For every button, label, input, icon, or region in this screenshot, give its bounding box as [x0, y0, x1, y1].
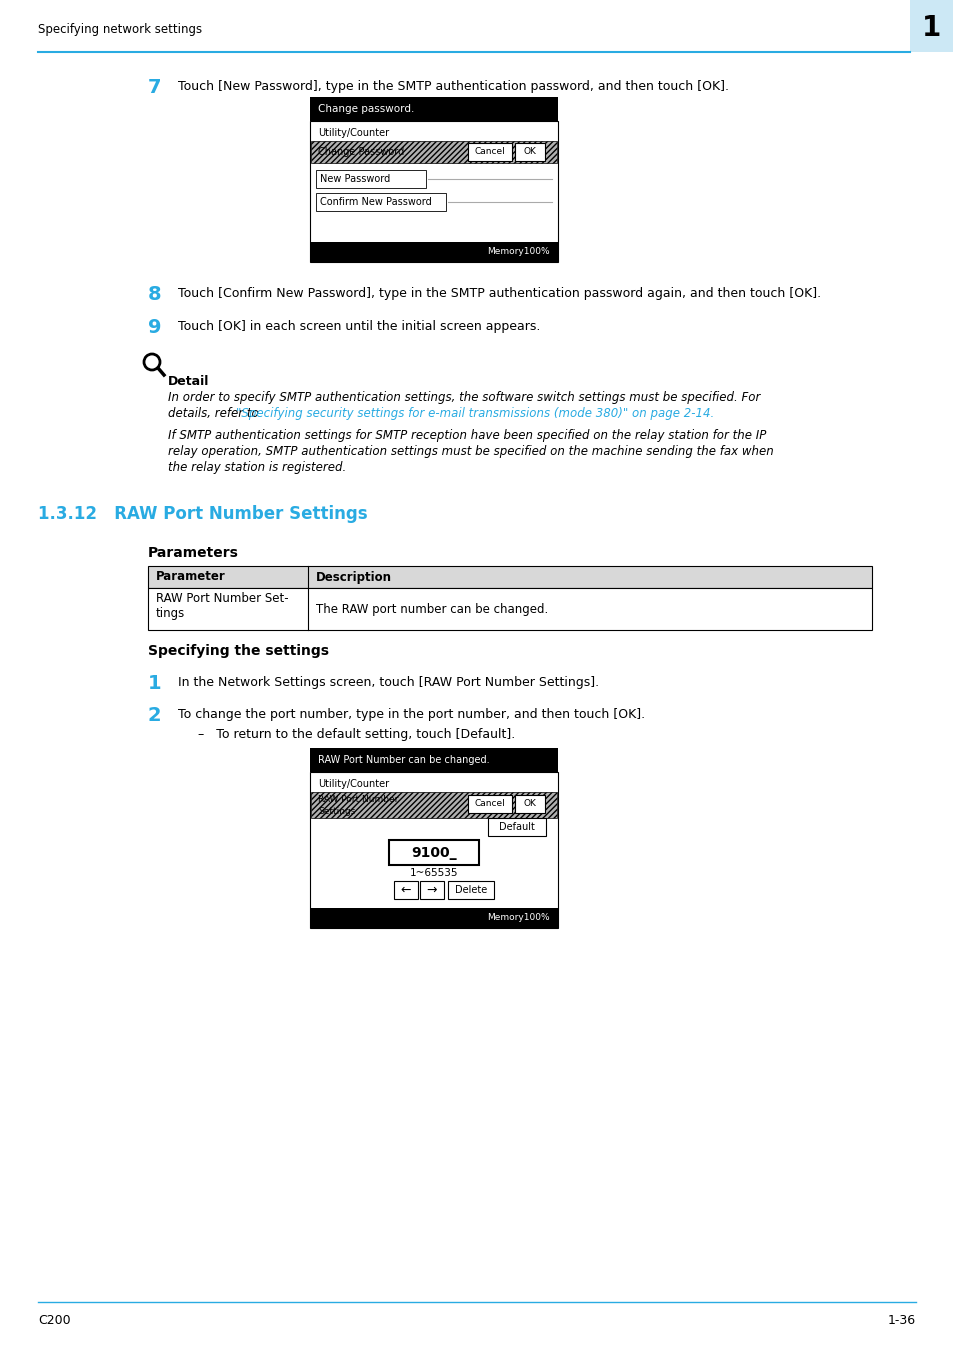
- Bar: [148, 589, 871, 630]
- Bar: [311, 140, 557, 163]
- Text: Parameters: Parameters: [148, 545, 238, 560]
- Text: In order to specify SMTP authentication settings, the software switch settings m: In order to specify SMTP authentication …: [168, 392, 760, 404]
- Text: Cancel: Cancel: [475, 799, 505, 809]
- Bar: [310, 772, 558, 927]
- Text: Confirm New Password: Confirm New Password: [319, 197, 432, 207]
- Text: relay operation, SMTP authentication settings must be specified on the machine s: relay operation, SMTP authentication set…: [168, 446, 773, 458]
- Text: RAW Port Number Set-: RAW Port Number Set-: [156, 593, 289, 606]
- Text: Change password.: Change password.: [317, 104, 414, 113]
- Bar: [310, 909, 558, 927]
- Text: 1.3.12   RAW Port Number Settings: 1.3.12 RAW Port Number Settings: [38, 505, 367, 522]
- Text: To change the port number, type in the port number, and then touch [OK].: To change the port number, type in the p…: [178, 707, 644, 721]
- Bar: [310, 97, 558, 122]
- Text: If SMTP authentication settings for SMTP reception have been specified on the re: If SMTP authentication settings for SMTP…: [168, 429, 765, 441]
- Text: –   To return to the default setting, touch [Default].: – To return to the default setting, touc…: [198, 728, 515, 741]
- Text: Memory100%: Memory100%: [487, 247, 550, 256]
- Text: details, refer to: details, refer to: [168, 406, 262, 420]
- Text: In the Network Settings screen, touch [RAW Port Number Settings].: In the Network Settings screen, touch [R…: [178, 676, 598, 688]
- Bar: [515, 143, 544, 161]
- Text: New Password: New Password: [319, 174, 390, 184]
- Text: Settings: Settings: [317, 806, 355, 815]
- Text: Default: Default: [498, 822, 535, 832]
- Text: Delete: Delete: [455, 886, 487, 895]
- Text: C200: C200: [38, 1314, 71, 1327]
- Text: Utility/Counter: Utility/Counter: [317, 128, 389, 138]
- Bar: [488, 818, 545, 836]
- Bar: [468, 143, 512, 161]
- Text: ←: ←: [400, 883, 411, 896]
- Bar: [394, 882, 417, 899]
- Text: Memory100%: Memory100%: [487, 914, 550, 922]
- Bar: [448, 882, 494, 899]
- Text: Specifying network settings: Specifying network settings: [38, 23, 202, 36]
- Text: 9: 9: [148, 319, 161, 338]
- Text: Utility/Counter: Utility/Counter: [317, 779, 389, 788]
- Bar: [909, 0, 953, 53]
- Bar: [419, 882, 443, 899]
- Bar: [315, 170, 426, 188]
- Text: 2: 2: [148, 706, 161, 725]
- Text: Detail: Detail: [168, 375, 209, 387]
- Text: 1-36: 1-36: [887, 1314, 915, 1327]
- Text: OK: OK: [523, 799, 536, 809]
- Text: Touch [OK] in each screen until the initial screen appears.: Touch [OK] in each screen until the init…: [178, 320, 539, 333]
- Text: Touch [New Password], type in the SMTP authentication password, and then touch [: Touch [New Password], type in the SMTP a…: [178, 80, 728, 93]
- Text: Parameter: Parameter: [156, 571, 226, 583]
- Bar: [468, 795, 512, 813]
- Text: 1~65535: 1~65535: [410, 868, 457, 878]
- Text: the relay station is registered.: the relay station is registered.: [168, 460, 346, 474]
- Bar: [389, 840, 478, 865]
- Text: 1: 1: [148, 674, 161, 693]
- Bar: [311, 792, 557, 818]
- Text: The RAW port number can be changed.: The RAW port number can be changed.: [315, 602, 548, 616]
- Text: →: →: [426, 883, 436, 896]
- Text: OK: OK: [523, 147, 536, 157]
- Text: tings: tings: [156, 608, 185, 621]
- Bar: [315, 193, 446, 211]
- Bar: [515, 795, 544, 813]
- Text: Cancel: Cancel: [475, 147, 505, 157]
- Text: 9100_: 9100_: [411, 846, 456, 860]
- Text: "Specifying security settings for e-mail transmissions (mode 380)" on page 2-14.: "Specifying security settings for e-mail…: [235, 406, 714, 420]
- Text: RAW Port Number can be changed.: RAW Port Number can be changed.: [317, 755, 489, 765]
- Bar: [310, 122, 558, 262]
- Text: 7: 7: [148, 78, 161, 97]
- Bar: [310, 748, 558, 772]
- Bar: [148, 566, 871, 589]
- Text: Description: Description: [315, 571, 392, 583]
- Bar: [310, 242, 558, 262]
- Text: Change Password: Change Password: [317, 147, 404, 157]
- Text: 1: 1: [922, 14, 941, 42]
- Text: 8: 8: [148, 285, 161, 304]
- Text: RAW Port Number: RAW Port Number: [317, 795, 398, 805]
- Text: Touch [Confirm New Password], type in the SMTP authentication password again, an: Touch [Confirm New Password], type in th…: [178, 288, 821, 300]
- Text: Specifying the settings: Specifying the settings: [148, 644, 329, 657]
